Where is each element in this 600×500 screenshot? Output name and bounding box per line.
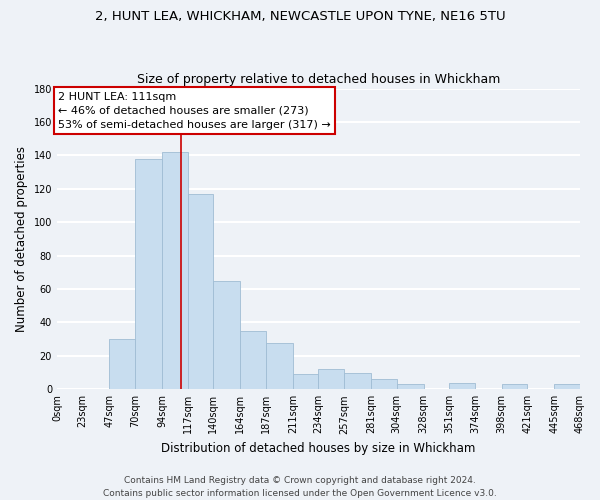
Bar: [319, 370, 344, 390]
Bar: [293, 374, 319, 390]
Bar: [397, 384, 424, 390]
Title: Size of property relative to detached houses in Whickham: Size of property relative to detached ho…: [137, 73, 500, 86]
Bar: [109, 339, 135, 390]
Bar: [502, 384, 527, 390]
Bar: [371, 380, 397, 390]
Bar: [554, 384, 580, 390]
Text: 2 HUNT LEA: 111sqm
← 46% of detached houses are smaller (273)
53% of semi-detach: 2 HUNT LEA: 111sqm ← 46% of detached hou…: [58, 92, 331, 130]
Bar: [240, 331, 266, 390]
Bar: [214, 280, 240, 390]
X-axis label: Distribution of detached houses by size in Whickham: Distribution of detached houses by size …: [161, 442, 476, 455]
Bar: [449, 382, 475, 390]
Y-axis label: Number of detached properties: Number of detached properties: [15, 146, 28, 332]
Bar: [188, 194, 214, 390]
Bar: [344, 372, 371, 390]
Text: Contains HM Land Registry data © Crown copyright and database right 2024.
Contai: Contains HM Land Registry data © Crown c…: [103, 476, 497, 498]
Text: 2, HUNT LEA, WHICKHAM, NEWCASTLE UPON TYNE, NE16 5TU: 2, HUNT LEA, WHICKHAM, NEWCASTLE UPON TY…: [95, 10, 505, 23]
Bar: [162, 152, 188, 390]
Bar: [266, 342, 293, 390]
Bar: [135, 158, 162, 390]
